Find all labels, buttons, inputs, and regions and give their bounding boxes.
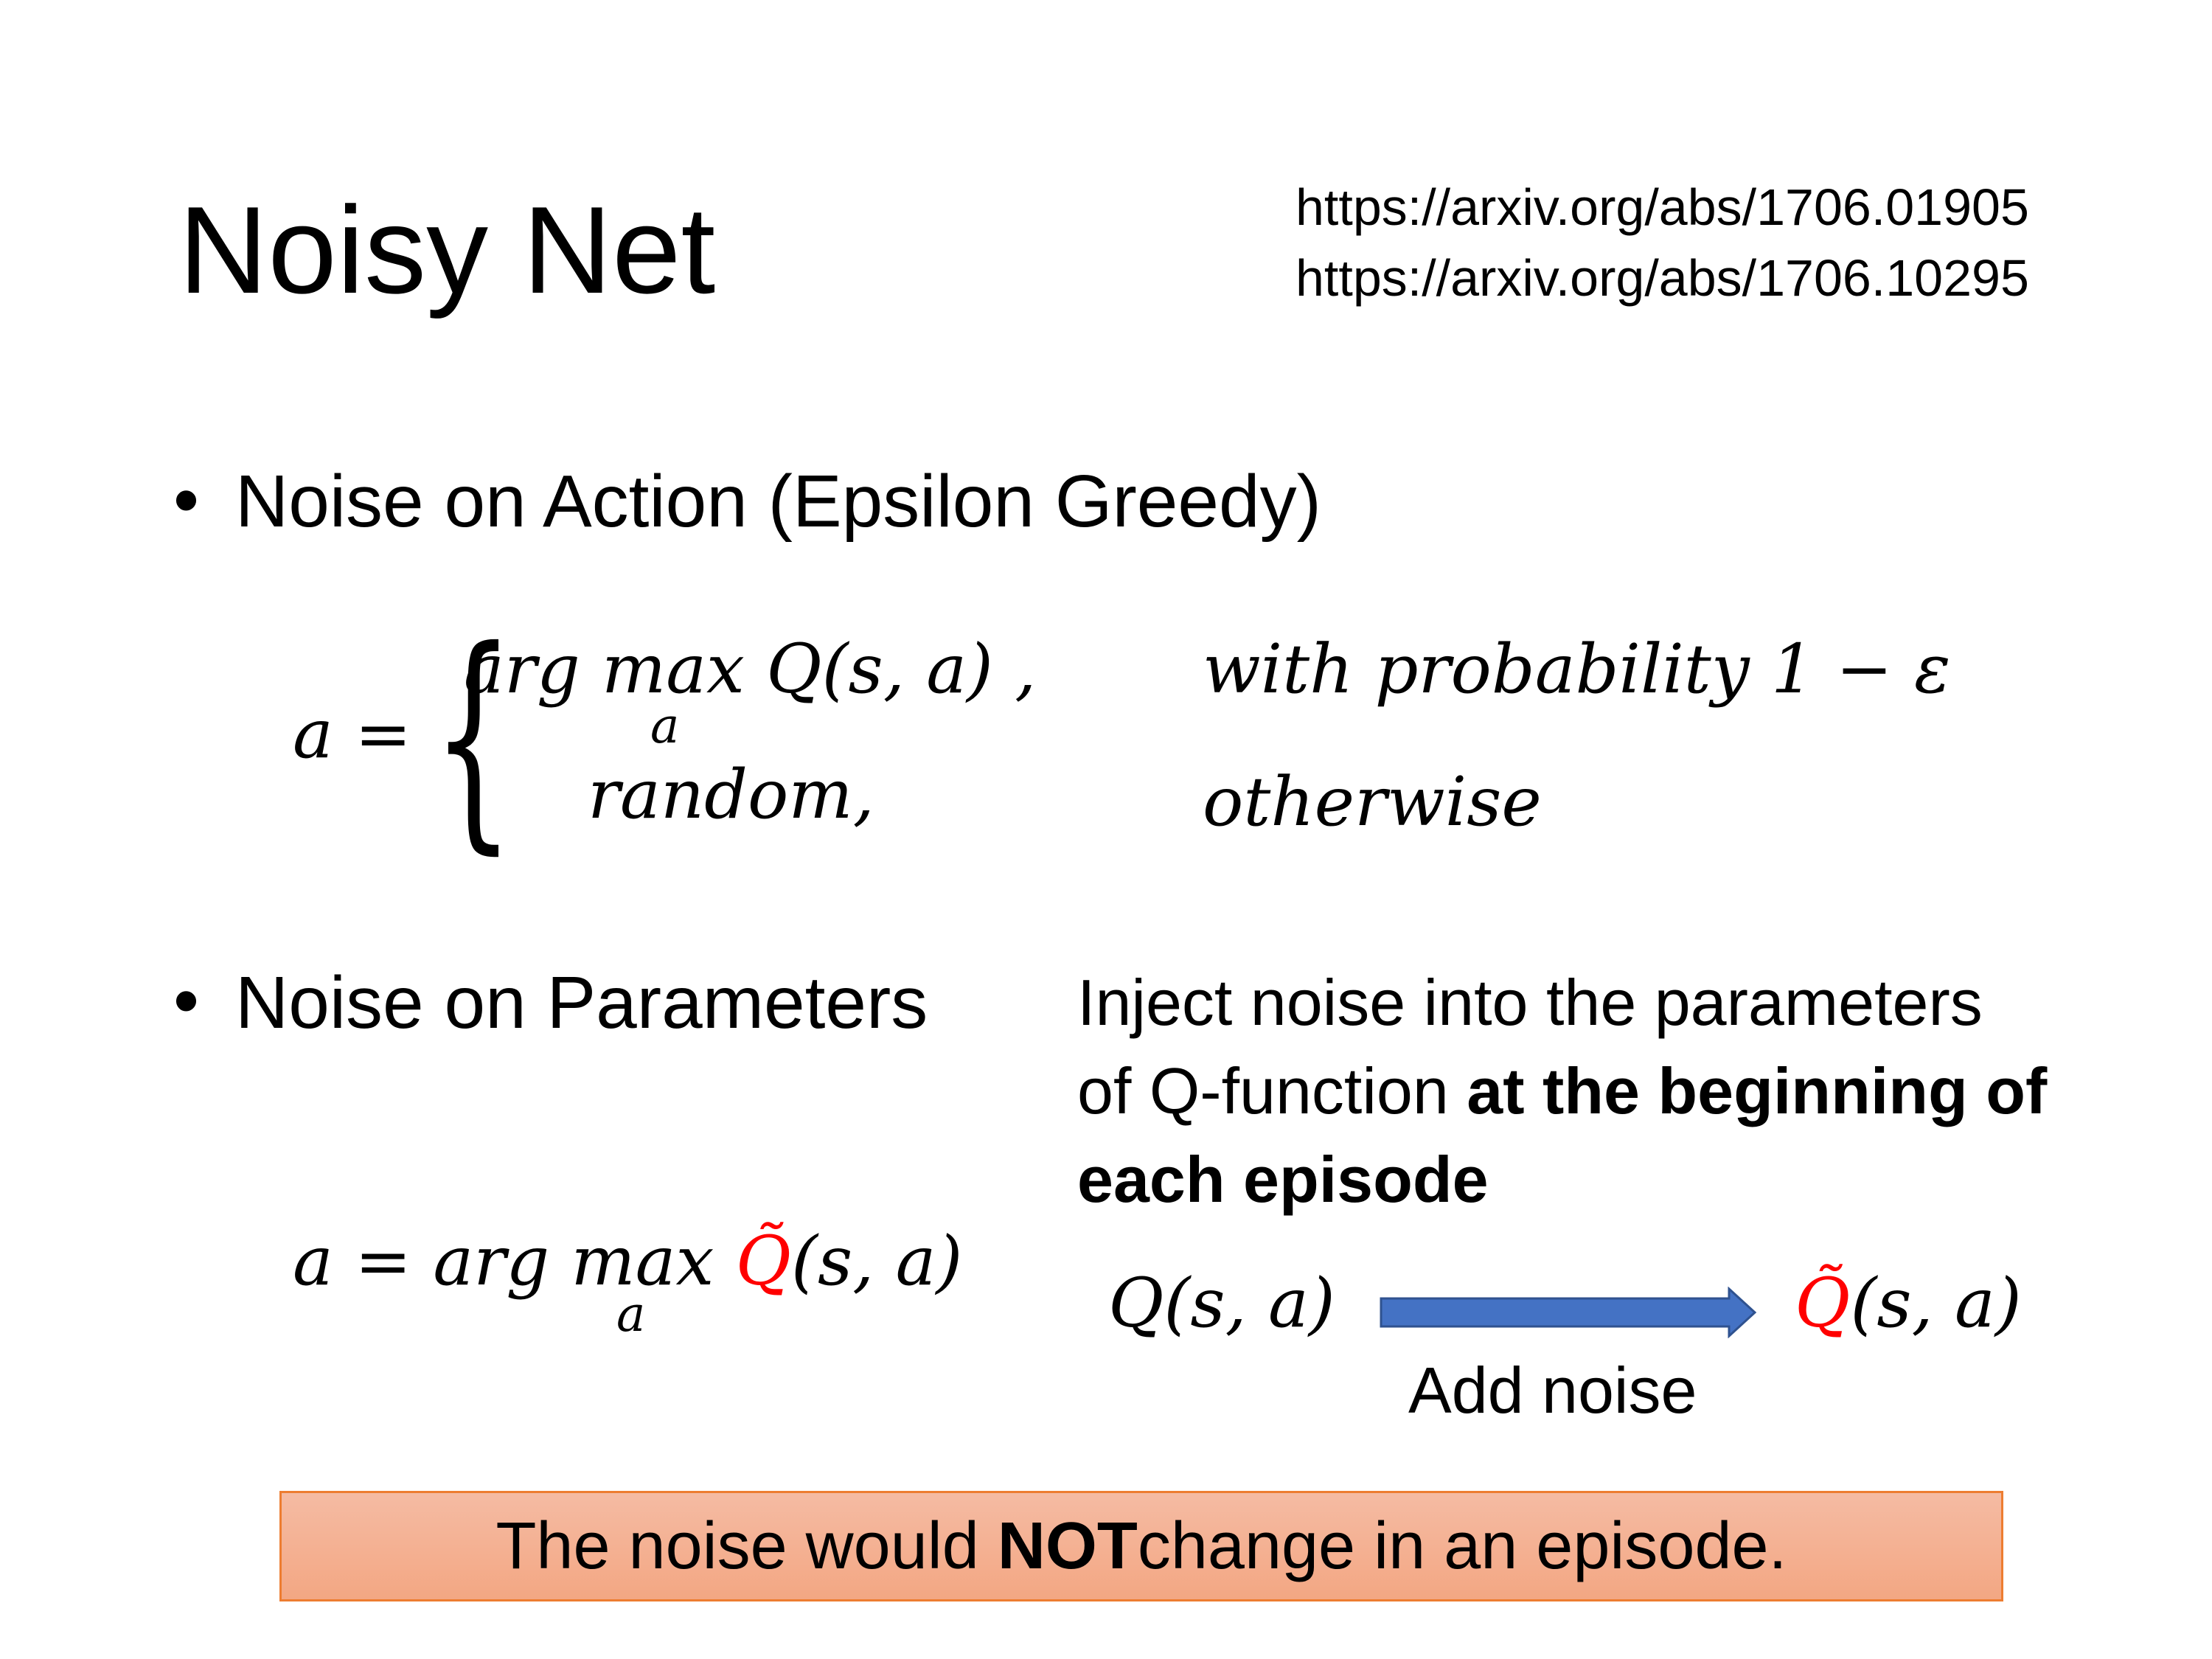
brace-icon: { [432, 600, 515, 874]
formula2-sub: a [616, 1286, 646, 1343]
formula1-case1-condition: with probability 1 − ε [1203, 630, 1951, 709]
description-line2: of Q-function at the beginning of [1077, 1054, 2048, 1127]
description-line3: each episode [1077, 1143, 1489, 1216]
bullet-dot: • [173, 959, 200, 1042]
bullet-dot: • [173, 459, 200, 541]
formula1-case2-condition: otherwise [1203, 762, 1542, 841]
formula1-case1: arg max Q(s, a) , [464, 630, 1037, 709]
diagram-q-tilde: Q̃(s, a) [1795, 1264, 2022, 1343]
arxiv-link-1[interactable]: https://arxiv.org/abs/1706.01905 [1295, 178, 2029, 236]
q-tilde: Q̃ [735, 1222, 792, 1301]
arxiv-link-2[interactable]: https://arxiv.org/abs/1706.10295 [1295, 249, 2029, 307]
formula1-case1-sub: a [650, 698, 680, 754]
slide-title: Noisy Net [178, 181, 716, 319]
arrow-label: Add noise [1408, 1354, 1697, 1427]
diagram-q: Q(s, a) [1108, 1264, 1335, 1343]
formula2: a = arg max Q̃(s, a) [293, 1222, 963, 1301]
arrow-right-icon [1380, 1287, 1757, 1338]
formula1-case2: random, [588, 755, 874, 834]
bullet-noise-on-action: Noise on Action (Epsilon Greedy) [235, 460, 1321, 543]
formula1-lhs: a = [293, 695, 412, 773]
bullet-noise-on-parameters: Noise on Parameters [235, 961, 928, 1044]
description-line1: Inject noise into the parameters [1077, 966, 1983, 1039]
callout-box: The noise would NOT change in an episode… [279, 1491, 2003, 1601]
